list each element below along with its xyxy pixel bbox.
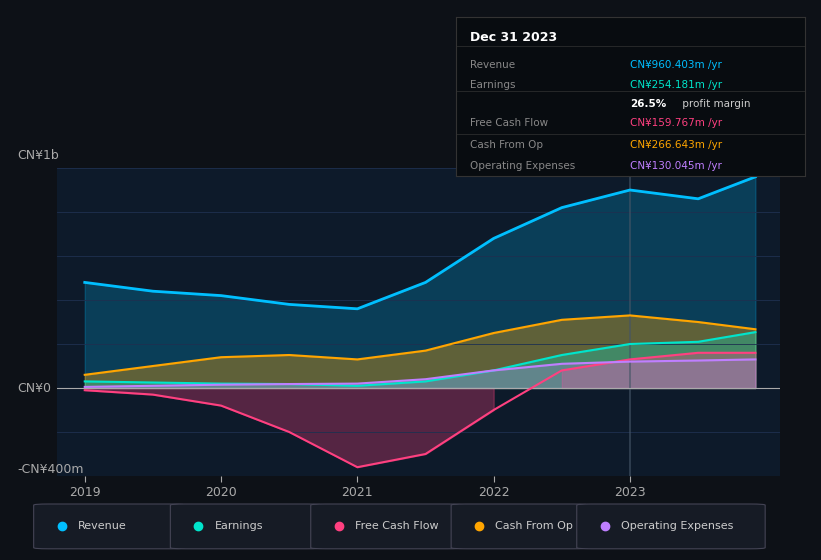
Text: CN¥159.767m /yr: CN¥159.767m /yr: [631, 118, 722, 128]
FancyBboxPatch shape: [34, 504, 186, 549]
Text: Free Cash Flow: Free Cash Flow: [470, 118, 548, 128]
Text: Revenue: Revenue: [78, 521, 126, 531]
Text: Dec 31 2023: Dec 31 2023: [470, 31, 557, 44]
Text: CN¥254.181m /yr: CN¥254.181m /yr: [631, 80, 722, 90]
Text: CN¥0: CN¥0: [18, 382, 52, 395]
Text: Operating Expenses: Operating Expenses: [470, 161, 575, 171]
Text: Earnings: Earnings: [470, 80, 515, 90]
Text: profit margin: profit margin: [679, 99, 750, 109]
Text: Earnings: Earnings: [215, 521, 264, 531]
Text: -CN¥400m: -CN¥400m: [18, 463, 85, 476]
Text: Cash From Op: Cash From Op: [496, 521, 573, 531]
Text: Operating Expenses: Operating Expenses: [621, 521, 733, 531]
Text: CN¥130.045m /yr: CN¥130.045m /yr: [631, 161, 722, 171]
FancyBboxPatch shape: [452, 504, 588, 549]
Text: CN¥960.403m /yr: CN¥960.403m /yr: [631, 60, 722, 69]
Text: CN¥1b: CN¥1b: [18, 149, 59, 162]
Text: CN¥266.643m /yr: CN¥266.643m /yr: [631, 140, 722, 150]
FancyBboxPatch shape: [171, 504, 322, 549]
Text: Free Cash Flow: Free Cash Flow: [355, 521, 438, 531]
Text: Cash From Op: Cash From Op: [470, 140, 543, 150]
Text: 26.5%: 26.5%: [631, 99, 667, 109]
Text: Revenue: Revenue: [470, 60, 515, 69]
FancyBboxPatch shape: [310, 504, 462, 549]
FancyBboxPatch shape: [576, 504, 765, 549]
